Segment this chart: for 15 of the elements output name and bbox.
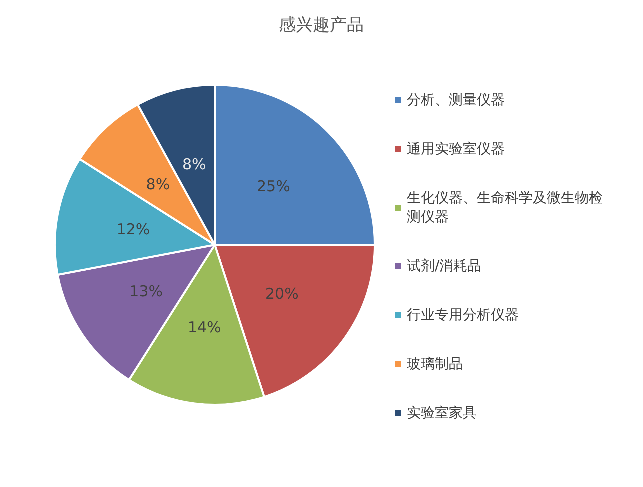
legend-label: 试剂/消耗品 — [407, 258, 482, 274]
data-label: 12% — [116, 220, 150, 238]
data-label: 13% — [130, 282, 164, 301]
legend-label: 行业专用分析仪器 — [407, 308, 519, 324]
legend-label: 实验室家具 — [407, 406, 477, 422]
legend-label: 通用实验室仪器 — [407, 142, 505, 158]
legend-label: 玻璃制品 — [407, 356, 463, 372]
data-label: 8% — [146, 175, 170, 194]
chart-title: 感兴趣产品 — [279, 16, 364, 36]
data-label: 14% — [188, 318, 222, 336]
data-label: 25% — [257, 177, 290, 196]
legend-label: 生化仪器、生命科学及微生物检测仪器 — [407, 190, 603, 226]
data-label: 20% — [265, 284, 299, 303]
data-label: 8% — [182, 156, 206, 174]
legend-label: 分析、测量仪器 — [407, 92, 505, 108]
